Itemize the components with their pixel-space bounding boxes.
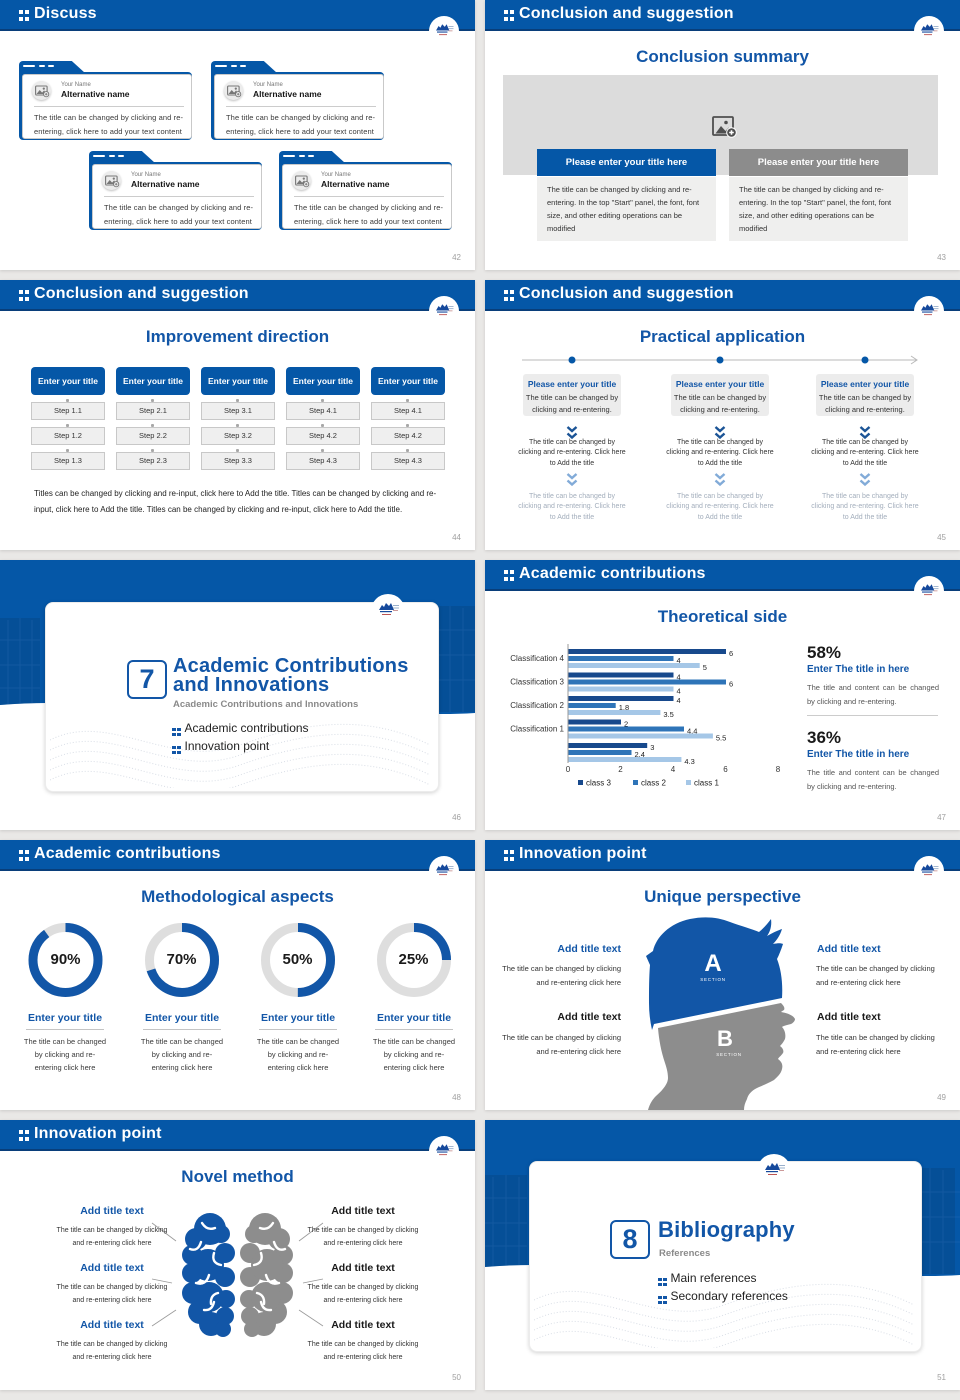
svg-text:6: 6	[723, 765, 728, 774]
svg-text:2: 2	[624, 720, 628, 729]
svg-text:class 3: class 3	[586, 779, 611, 788]
svg-text:Classification 4: Classification 4	[510, 654, 564, 663]
svg-text:2: 2	[618, 765, 623, 774]
svg-text:6: 6	[729, 649, 733, 658]
svg-text:Classification 1: Classification 1	[510, 725, 564, 734]
svg-text:class 2: class 2	[641, 779, 666, 788]
svg-text:2.4: 2.4	[635, 750, 645, 759]
svg-text:4.3: 4.3	[684, 757, 694, 766]
svg-text:8: 8	[776, 765, 781, 774]
svg-text:Classification 2: Classification 2	[510, 701, 564, 710]
svg-text:4.4: 4.4	[687, 727, 697, 736]
svg-text:4: 4	[677, 696, 681, 705]
svg-text:SECTION: SECTION	[716, 1052, 742, 1057]
svg-text:4: 4	[671, 765, 676, 774]
svg-text:3: 3	[650, 743, 654, 752]
svg-text:4: 4	[677, 687, 681, 696]
svg-text:5.5: 5.5	[716, 734, 726, 743]
svg-text:6: 6	[729, 680, 733, 689]
svg-text:3.5: 3.5	[663, 710, 673, 719]
svg-text:SECTION: SECTION	[700, 977, 726, 982]
svg-text:0: 0	[566, 765, 571, 774]
svg-text:5: 5	[703, 663, 707, 672]
svg-text:A: A	[704, 950, 721, 977]
svg-text:4: 4	[677, 656, 681, 665]
svg-text:Classification 3: Classification 3	[510, 678, 564, 687]
svg-text:class 1: class 1	[694, 779, 719, 788]
svg-text:1.8: 1.8	[619, 703, 629, 712]
svg-text:B: B	[717, 1026, 733, 1051]
svg-text:4: 4	[677, 673, 681, 682]
